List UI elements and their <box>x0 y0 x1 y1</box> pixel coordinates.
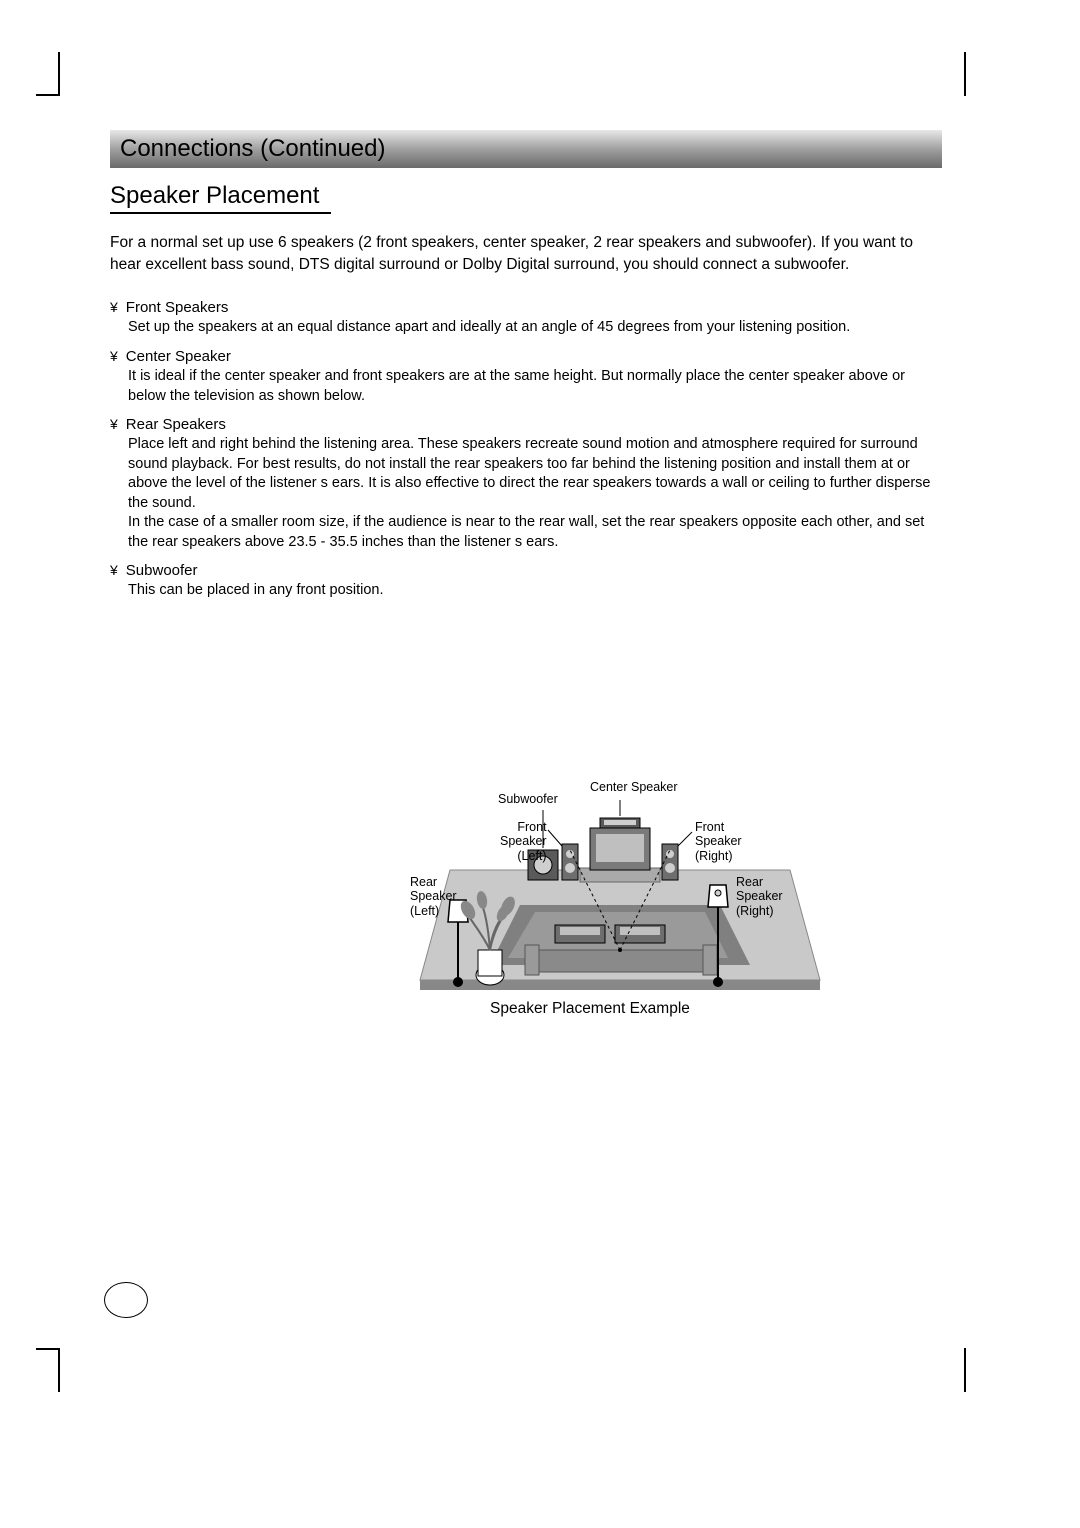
item-title: Front Speakers <box>126 299 229 316</box>
page-content: Connections (Continued) Speaker Placemen… <box>110 130 942 611</box>
diagram-label-front-left: Front Speaker (Left) <box>500 820 547 863</box>
bullet-icon: ¥ <box>110 348 118 364</box>
crop-mark <box>58 52 60 96</box>
bullet-icon: ¥ <box>110 562 118 578</box>
header-title: Connections (Continued) <box>120 135 386 163</box>
section-title: Speaker Placement <box>110 182 331 214</box>
item-title: Rear Speakers <box>126 416 226 433</box>
item-title: Subwoofer <box>126 562 198 579</box>
crop-mark <box>58 1348 60 1392</box>
list-item: ¥ Rear Speakers Place left and right beh… <box>110 416 942 552</box>
header-bar: Connections (Continued) <box>110 130 942 168</box>
list-item: ¥ Center Speaker It is ideal if the cent… <box>110 348 942 406</box>
list-item: ¥ Subwoofer This can be placed in any fr… <box>110 562 942 601</box>
item-title: Center Speaker <box>126 348 231 365</box>
crop-mark <box>36 1348 60 1350</box>
diagram-label-rear-right: Rear Speaker (Right) <box>736 875 783 918</box>
page-number-oval <box>104 1282 148 1318</box>
item-body: This can be placed in any front position… <box>110 581 942 601</box>
crop-mark <box>964 52 966 96</box>
diagram-label-front-right: Front Speaker (Right) <box>695 820 742 863</box>
speaker-list: ¥ Front Speakers Set up the speakers at … <box>110 299 942 601</box>
list-item: ¥ Front Speakers Set up the speakers at … <box>110 299 942 338</box>
item-body: Set up the speakers at an equal distance… <box>110 318 942 338</box>
bullet-icon: ¥ <box>110 299 118 315</box>
crop-mark <box>36 94 60 96</box>
item-body: It is ideal if the center speaker and fr… <box>110 367 942 406</box>
diagram-caption: Speaker Placement Example <box>490 1000 690 1018</box>
intro-text: For a normal set up use 6 speakers (2 fr… <box>110 232 942 275</box>
bullet-icon: ¥ <box>110 416 118 432</box>
diagram-label-center: Center Speaker <box>590 780 678 794</box>
diagram-label-rear-left: Rear Speaker (Left) <box>410 875 457 918</box>
item-body: Place left and right behind the listenin… <box>110 435 942 552</box>
crop-mark <box>964 1348 966 1392</box>
diagram-label-subwoofer: Subwoofer <box>498 792 558 806</box>
